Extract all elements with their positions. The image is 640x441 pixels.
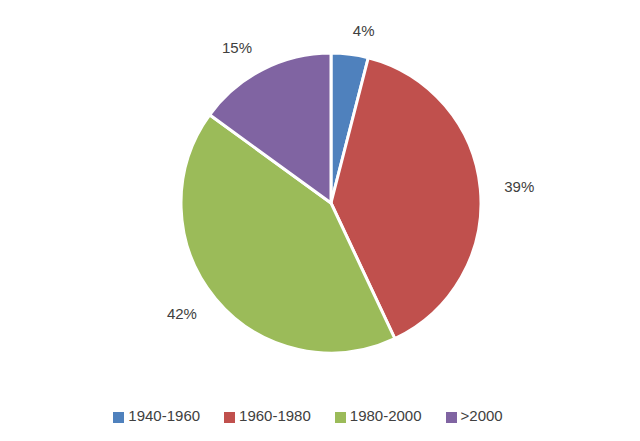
html-text:>2000: >2000	[460, 407, 503, 424]
html-text:1940-1960: 1940-1960	[128, 407, 201, 424]
svg-text:39%: 39%	[504, 178, 534, 195]
html-text:1960-1980: 1960-1980	[239, 407, 311, 424]
svg-text:42%: 42%	[167, 305, 197, 322]
svg-text:4%: 4%	[353, 22, 375, 39]
svg-text:15%: 15%	[222, 39, 252, 56]
html-text:1980-2000: 1980-2000	[349, 407, 422, 424]
